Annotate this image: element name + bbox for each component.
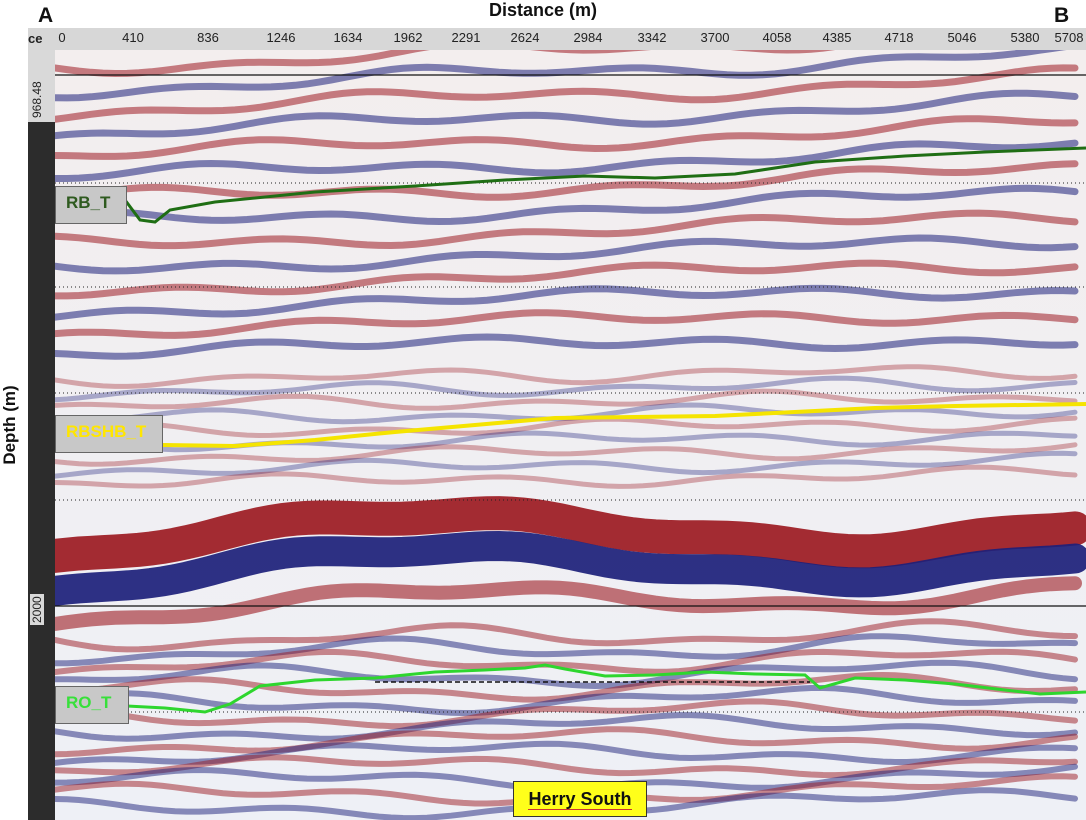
distance-tick-11: 4058 — [762, 30, 792, 45]
reflector-band — [55, 576, 1082, 631]
reflector-band — [55, 50, 836, 78]
x-axis-title: Distance (m) — [488, 0, 598, 20]
reflector-band — [55, 64, 1079, 123]
reflector-band — [55, 50, 1067, 102]
horizon-ro-line[interactable] — [126, 663, 1086, 714]
reflector-band — [55, 648, 1078, 675]
section-name-text: Herry South — [528, 789, 632, 810]
distance-tick-0: 0 — [58, 30, 66, 45]
reflector-band — [55, 496, 1086, 573]
distance-tick-5: 1962 — [393, 30, 423, 45]
reflector-band — [55, 659, 1078, 690]
depth-ruler-highlight — [28, 50, 55, 122]
reflector-band — [55, 450, 1078, 479]
reflector-band — [55, 698, 1078, 730]
horizon-label-rb[interactable]: RB_T — [55, 186, 127, 224]
reflector-band — [55, 364, 1078, 389]
seismic-section[interactable] — [55, 50, 1086, 820]
distance-tick-7: 2624 — [510, 30, 540, 45]
distance-tick-15: 5380 — [1010, 30, 1040, 45]
reflector-band — [55, 139, 1079, 182]
distance-tick-2: 836 — [197, 30, 219, 45]
reflector-band — [55, 115, 1079, 160]
ruler-prefix-label: ce — [28, 31, 43, 46]
reflector-band — [55, 375, 1078, 403]
reflector-band — [55, 754, 1078, 779]
reflector-band — [55, 259, 1079, 300]
section-end-label-a: A — [38, 4, 54, 27]
reflector-band — [55, 618, 1078, 653]
horizon-label-ro[interactable]: RO_T — [55, 686, 129, 724]
reflector-band — [55, 309, 1079, 339]
reflector-band — [55, 530, 1086, 606]
depth-tick-top: 968.48 — [30, 81, 44, 118]
seismic-reflectors — [55, 50, 1086, 820]
depth-gridlines — [55, 74, 1086, 713]
reflector-band — [55, 464, 1078, 489]
reflector-band — [55, 89, 1079, 140]
reflector-band — [55, 209, 1079, 250]
distance-tick-16: 5708 — [1054, 30, 1084, 45]
distance-tick-4: 1634 — [333, 30, 363, 45]
distance-tick-14: 5046 — [947, 30, 977, 45]
distance-ruler — [28, 28, 1086, 51]
distance-tick-9: 3342 — [637, 30, 667, 45]
distance-tick-3: 1246 — [266, 30, 296, 45]
depth-tick-2000: 2000 — [30, 594, 44, 625]
reflector-band — [55, 234, 1079, 275]
reflector-band — [55, 333, 1079, 360]
distance-tick-13: 4718 — [884, 30, 914, 45]
distance-tick-8: 2984 — [573, 30, 603, 45]
reflector-band — [55, 184, 1079, 226]
reflector-band — [55, 712, 1078, 742]
horizon-rb-line[interactable] — [123, 146, 1086, 224]
depth-ruler — [28, 50, 55, 820]
reflector-band — [55, 726, 1078, 758]
section-end-label-b: B — [1054, 4, 1070, 27]
section-name-badge: Herry South — [513, 781, 647, 817]
horizon-label-rbshb[interactable]: RBSHB_T — [55, 415, 163, 453]
reflector-band — [55, 388, 1078, 411]
reflector-band — [55, 160, 1079, 202]
distance-tick-1: 410 — [122, 30, 144, 45]
reflector-band — [55, 415, 1078, 439]
reflector-band — [55, 284, 1079, 321]
reflector-band — [55, 442, 1078, 467]
seismic-background — [55, 50, 1086, 820]
y-axis-title: Depth (m) — [0, 385, 19, 465]
distance-tick-12: 4385 — [822, 30, 852, 45]
distance-tick-10: 3700 — [700, 30, 730, 45]
distance-tick-6: 2291 — [451, 30, 481, 45]
horizon-rbshb-line[interactable] — [162, 402, 1086, 449]
reflector-band — [55, 633, 1078, 667]
